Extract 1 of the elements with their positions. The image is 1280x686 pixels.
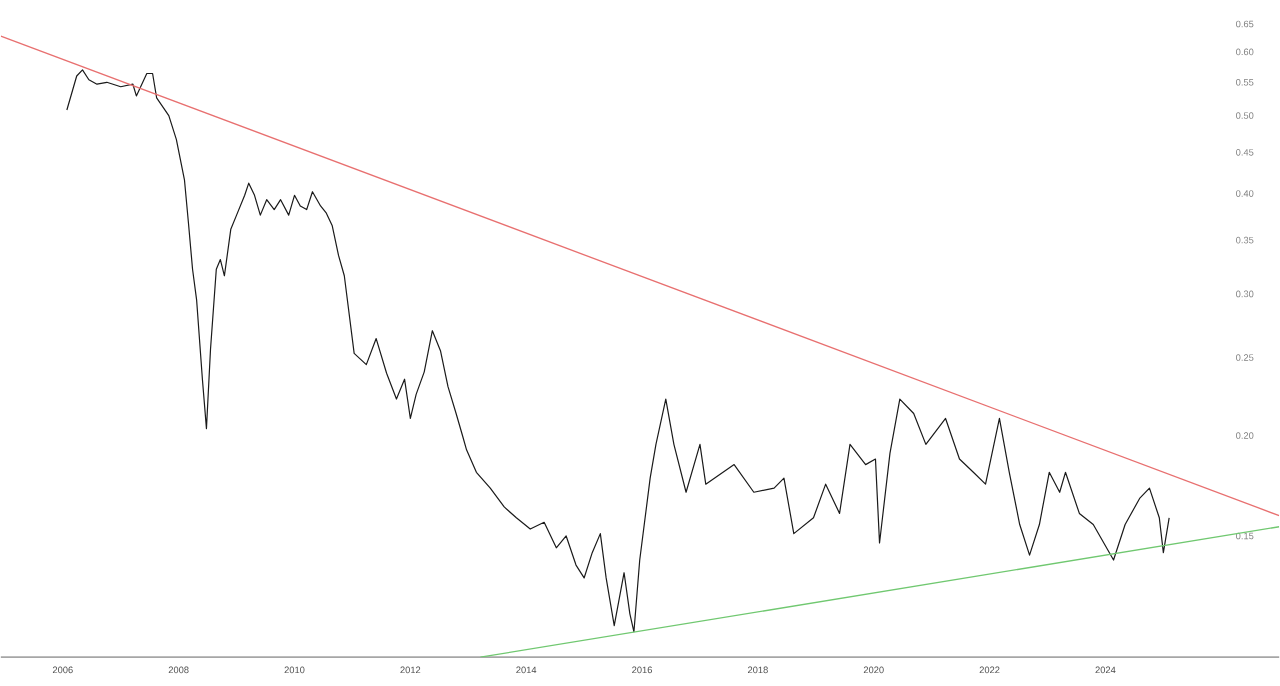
line-series [66,69,1170,633]
